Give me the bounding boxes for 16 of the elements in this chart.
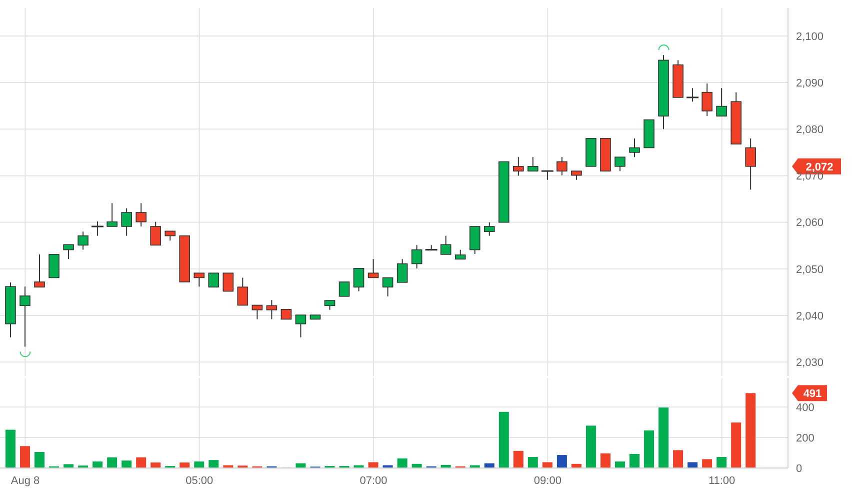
y-tick-label: 2,090: [796, 77, 824, 90]
x-tick-label: 11:00: [708, 474, 736, 487]
x-tick-label: 05:00: [186, 474, 214, 487]
y-tick-label: 2,060: [796, 217, 824, 230]
y-tick-label: 0: [796, 462, 802, 475]
x-tick-label: Aug 8: [10, 474, 40, 487]
y-tick-label: 2,100: [796, 30, 824, 43]
y-tick-label: 400: [796, 402, 814, 414]
y-tick-label: 200: [796, 432, 814, 444]
y-tick-label: 2,050: [796, 264, 824, 276]
y-tick-label: 2,030: [796, 356, 824, 369]
x-tick-label: 07:00: [360, 474, 388, 487]
x-tick-label: 09:00: [534, 474, 562, 487]
y-tick-label: 2,040: [796, 310, 824, 322]
y-tick-label: 2,080: [796, 124, 824, 136]
label-tag: 491: [792, 385, 827, 402]
